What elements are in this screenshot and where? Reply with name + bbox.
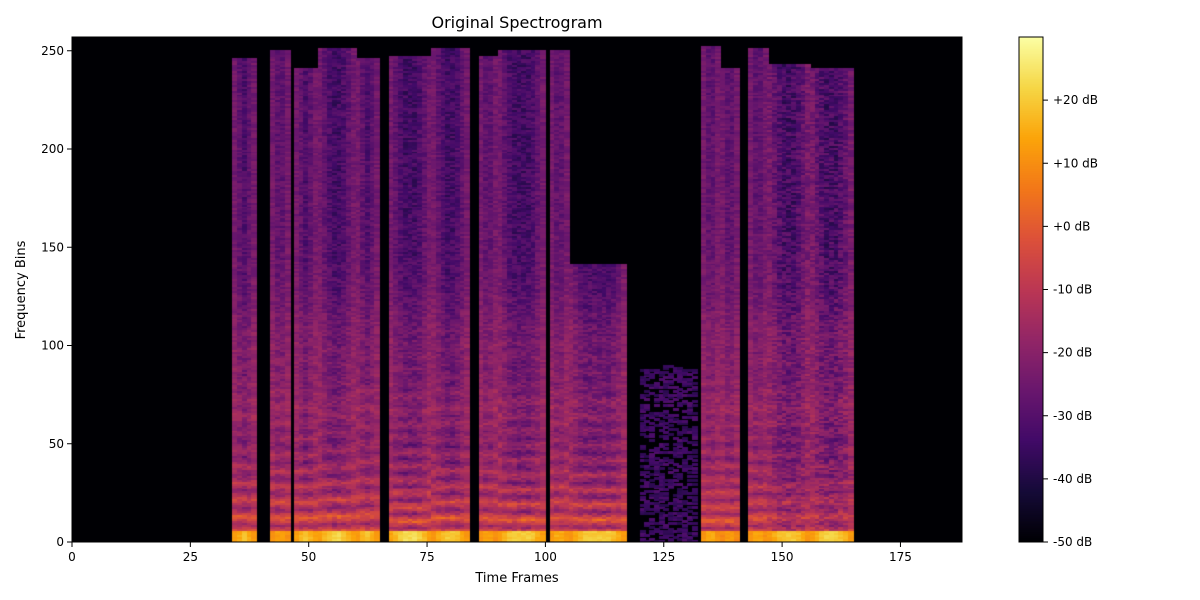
x-tick-label: 50 xyxy=(301,550,316,564)
y-tick-label: 250 xyxy=(41,44,64,58)
x-axis-ticks: 0 25 50 75 100 125 150 175 xyxy=(68,542,912,564)
colorbar-ticks: -50 dB -40 dB -30 dB -20 dB -10 dB +0 dB +10 d… xyxy=(1043,93,1098,549)
colorbar-tick-label: -30 dB xyxy=(1053,409,1092,423)
x-tick-label: 75 xyxy=(419,550,434,564)
x-tick-label: 150 xyxy=(771,550,794,564)
x-tick-label: 0 xyxy=(68,550,76,564)
x-tick-label: 125 xyxy=(652,550,675,564)
y-tick-label: 200 xyxy=(41,142,64,156)
colorbar xyxy=(1019,37,1043,542)
colorbar-tick-label: +20 dB xyxy=(1053,93,1098,107)
x-axis-label: Time Frames xyxy=(474,571,558,586)
y-axis-label: Frequency Bins xyxy=(14,240,29,339)
colorbar-tick-label: -40 dB xyxy=(1053,472,1092,486)
x-tick-label: 175 xyxy=(889,550,912,564)
colorbar-tick-label: +0 dB xyxy=(1053,219,1090,233)
plot-area-frame xyxy=(71,36,963,543)
colorbar-tick-label: -20 dB xyxy=(1053,346,1092,360)
y-tick-label: 0 xyxy=(56,535,64,549)
colorbar-tick-label: +10 dB xyxy=(1053,156,1098,170)
y-axis-ticks: 0 50 100 150 200 250 xyxy=(41,44,72,549)
y-tick-label: 150 xyxy=(41,240,64,254)
y-tick-label: 100 xyxy=(41,339,64,353)
y-tick-label: 50 xyxy=(49,437,64,451)
x-tick-label: 100 xyxy=(534,550,557,564)
colorbar-tick-label: -50 dB xyxy=(1053,535,1092,549)
x-tick-label: 25 xyxy=(183,550,198,564)
spectrogram-heatmap xyxy=(72,37,962,542)
chart-title: Original Spectrogram xyxy=(431,13,602,32)
colorbar-tick-label: -10 dB xyxy=(1053,283,1092,297)
